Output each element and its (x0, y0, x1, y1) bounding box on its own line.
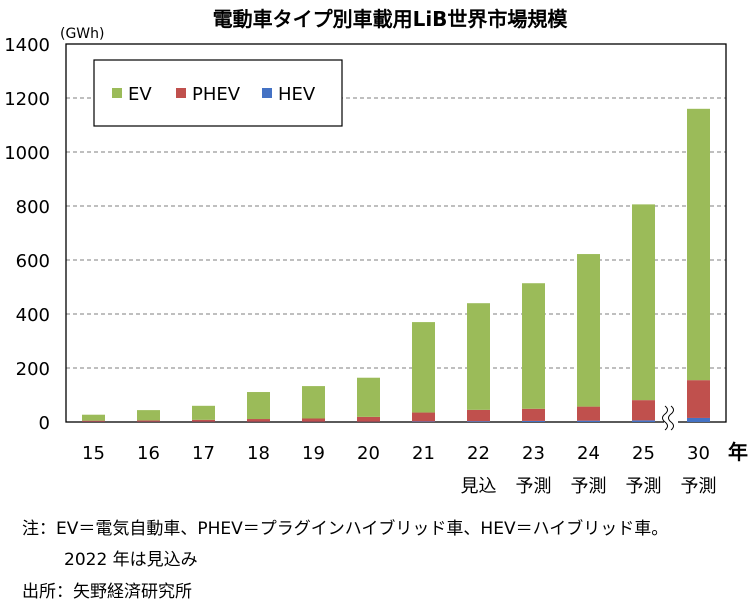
legend-box (93, 59, 343, 127)
x-tick-label: 19 (302, 443, 325, 464)
axis-break-squiggle (668, 405, 674, 431)
bar-hev-21 (412, 421, 435, 422)
bar-ev-23 (522, 283, 545, 409)
bar-hev-23 (522, 420, 545, 422)
bar-phev-22 (467, 409, 490, 422)
bar-hev-24 (577, 420, 600, 422)
legend-swatch-ev (112, 88, 122, 98)
x-tick-sublabel: 予測 (516, 476, 552, 497)
bar-phev-30 (687, 380, 710, 418)
bar-phev-25 (632, 400, 655, 421)
bar-ev-30 (687, 108, 710, 381)
bar-phev-24 (577, 406, 600, 421)
bar-ev-16 (137, 410, 160, 421)
y-tick-label: 800 (16, 197, 50, 218)
stacked-bar-chart: 電動車タイプ別車載用LiB世界市場規模 (GWh) 0 200 400 600 800 1… (4, 7, 748, 497)
x-tick-label: 25 (632, 443, 655, 464)
x-tick-label: 22 (467, 443, 490, 464)
bar-ev-15 (82, 414, 105, 421)
y-tick-label: 1400 (4, 35, 50, 56)
bar-phev-17 (192, 419, 215, 422)
plot-frame (65, 43, 727, 423)
x-tick-label: 17 (192, 443, 215, 464)
bar-hev-22 (467, 421, 490, 422)
axis-break-squiggle (662, 405, 668, 431)
x-tick-label: 15 (82, 443, 105, 464)
x-tick-label: 24 (577, 443, 600, 464)
bar-hev-30 (687, 417, 710, 422)
y-tick-label: 200 (16, 359, 50, 380)
x-tick-sublabel: 予測 (681, 476, 717, 497)
bar-hev-25 (632, 420, 655, 422)
x-tick-label: 20 (357, 443, 380, 464)
x-tick-sublabel: 予測 (571, 476, 607, 497)
x-tick-sublabel: 予測 (626, 476, 662, 497)
bar-phev-15 (82, 420, 105, 422)
y-tick-label: 600 (16, 251, 50, 272)
y-tick-label: 0 (39, 413, 50, 434)
bar-ev-24 (577, 254, 600, 407)
legend-swatch-phev (176, 88, 186, 98)
x-tick-label: 16 (137, 443, 160, 464)
bar-ev-19 (302, 386, 325, 419)
bar-ev-21 (412, 322, 435, 413)
y-unit-label: (GWh) (60, 26, 105, 42)
bar-phev-19 (302, 418, 325, 422)
x-tick-label: 21 (412, 443, 435, 464)
bar-ev-22 (467, 303, 490, 410)
x-tick-sublabel: 見込 (461, 476, 497, 497)
legend-label-phev: PHEV (192, 84, 241, 105)
bar-ev-20 (357, 377, 380, 417)
x-tick-label: 18 (247, 443, 270, 464)
legend-label-ev: EV (128, 84, 152, 105)
legend-label-hev: HEV (278, 84, 316, 105)
axis-break-mark (662, 404, 678, 431)
x-tick-label: 23 (522, 443, 545, 464)
bar-ev-25 (632, 204, 655, 401)
x-tick-label: 30 (687, 443, 710, 464)
legend: EV PHEV HEV (93, 59, 343, 127)
x-unit-label: 年 (728, 440, 748, 464)
bar-ev-17 (192, 405, 215, 420)
bar-ev-18 (247, 392, 270, 420)
y-tick-label: 400 (16, 305, 50, 326)
chart-title: 電動車タイプ別車載用LiB世界市場規模 (213, 7, 569, 31)
footnote-estimate: 2022 年は見込み (64, 550, 198, 570)
footnote-definitions: 注：EV＝電気自動車、PHEV＝プラグインハイブリッド車、HEV＝ハイブリッド車… (22, 519, 669, 539)
legend-swatch-hev (262, 88, 272, 98)
y-tick-label: 1200 (4, 89, 50, 110)
source-note: 出所：矢野経済研究所 (22, 582, 192, 602)
bar-phev-18 (247, 419, 270, 422)
bar-phev-20 (357, 416, 380, 422)
bar-phev-21 (412, 412, 435, 422)
bar-phev-16 (137, 420, 160, 422)
y-tick-label: 1000 (4, 143, 50, 164)
bar-phev-23 (522, 408, 545, 421)
